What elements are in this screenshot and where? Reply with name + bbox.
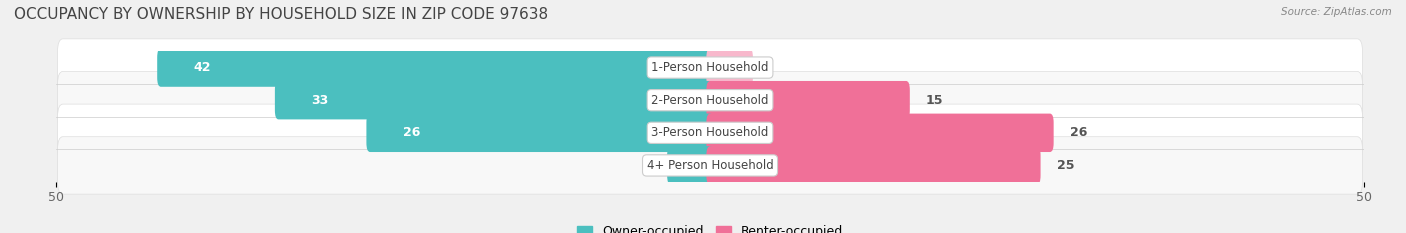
Text: 26: 26 (402, 126, 420, 139)
Text: 0: 0 (650, 159, 658, 172)
Text: OCCUPANCY BY OWNERSHIP BY HOUSEHOLD SIZE IN ZIP CODE 97638: OCCUPANCY BY OWNERSHIP BY HOUSEHOLD SIZE… (14, 7, 548, 22)
Text: Source: ZipAtlas.com: Source: ZipAtlas.com (1281, 7, 1392, 17)
FancyBboxPatch shape (58, 137, 1362, 194)
FancyBboxPatch shape (58, 104, 1362, 161)
Text: 26: 26 (1070, 126, 1087, 139)
Text: 0: 0 (762, 61, 770, 74)
Text: 25: 25 (1056, 159, 1074, 172)
Text: 33: 33 (311, 94, 329, 107)
FancyBboxPatch shape (706, 81, 910, 119)
FancyBboxPatch shape (58, 39, 1362, 96)
Text: 42: 42 (194, 61, 211, 74)
Legend: Owner-occupied, Renter-occupied: Owner-occupied, Renter-occupied (572, 220, 848, 233)
FancyBboxPatch shape (706, 48, 752, 87)
FancyBboxPatch shape (367, 114, 714, 152)
FancyBboxPatch shape (668, 146, 714, 185)
Text: 15: 15 (925, 94, 943, 107)
FancyBboxPatch shape (58, 72, 1362, 129)
FancyBboxPatch shape (157, 48, 714, 87)
Text: 1-Person Household: 1-Person Household (651, 61, 769, 74)
FancyBboxPatch shape (276, 81, 714, 119)
FancyBboxPatch shape (706, 146, 1040, 185)
FancyBboxPatch shape (706, 114, 1053, 152)
Text: 3-Person Household: 3-Person Household (651, 126, 769, 139)
Text: 4+ Person Household: 4+ Person Household (647, 159, 773, 172)
Text: 2-Person Household: 2-Person Household (651, 94, 769, 107)
